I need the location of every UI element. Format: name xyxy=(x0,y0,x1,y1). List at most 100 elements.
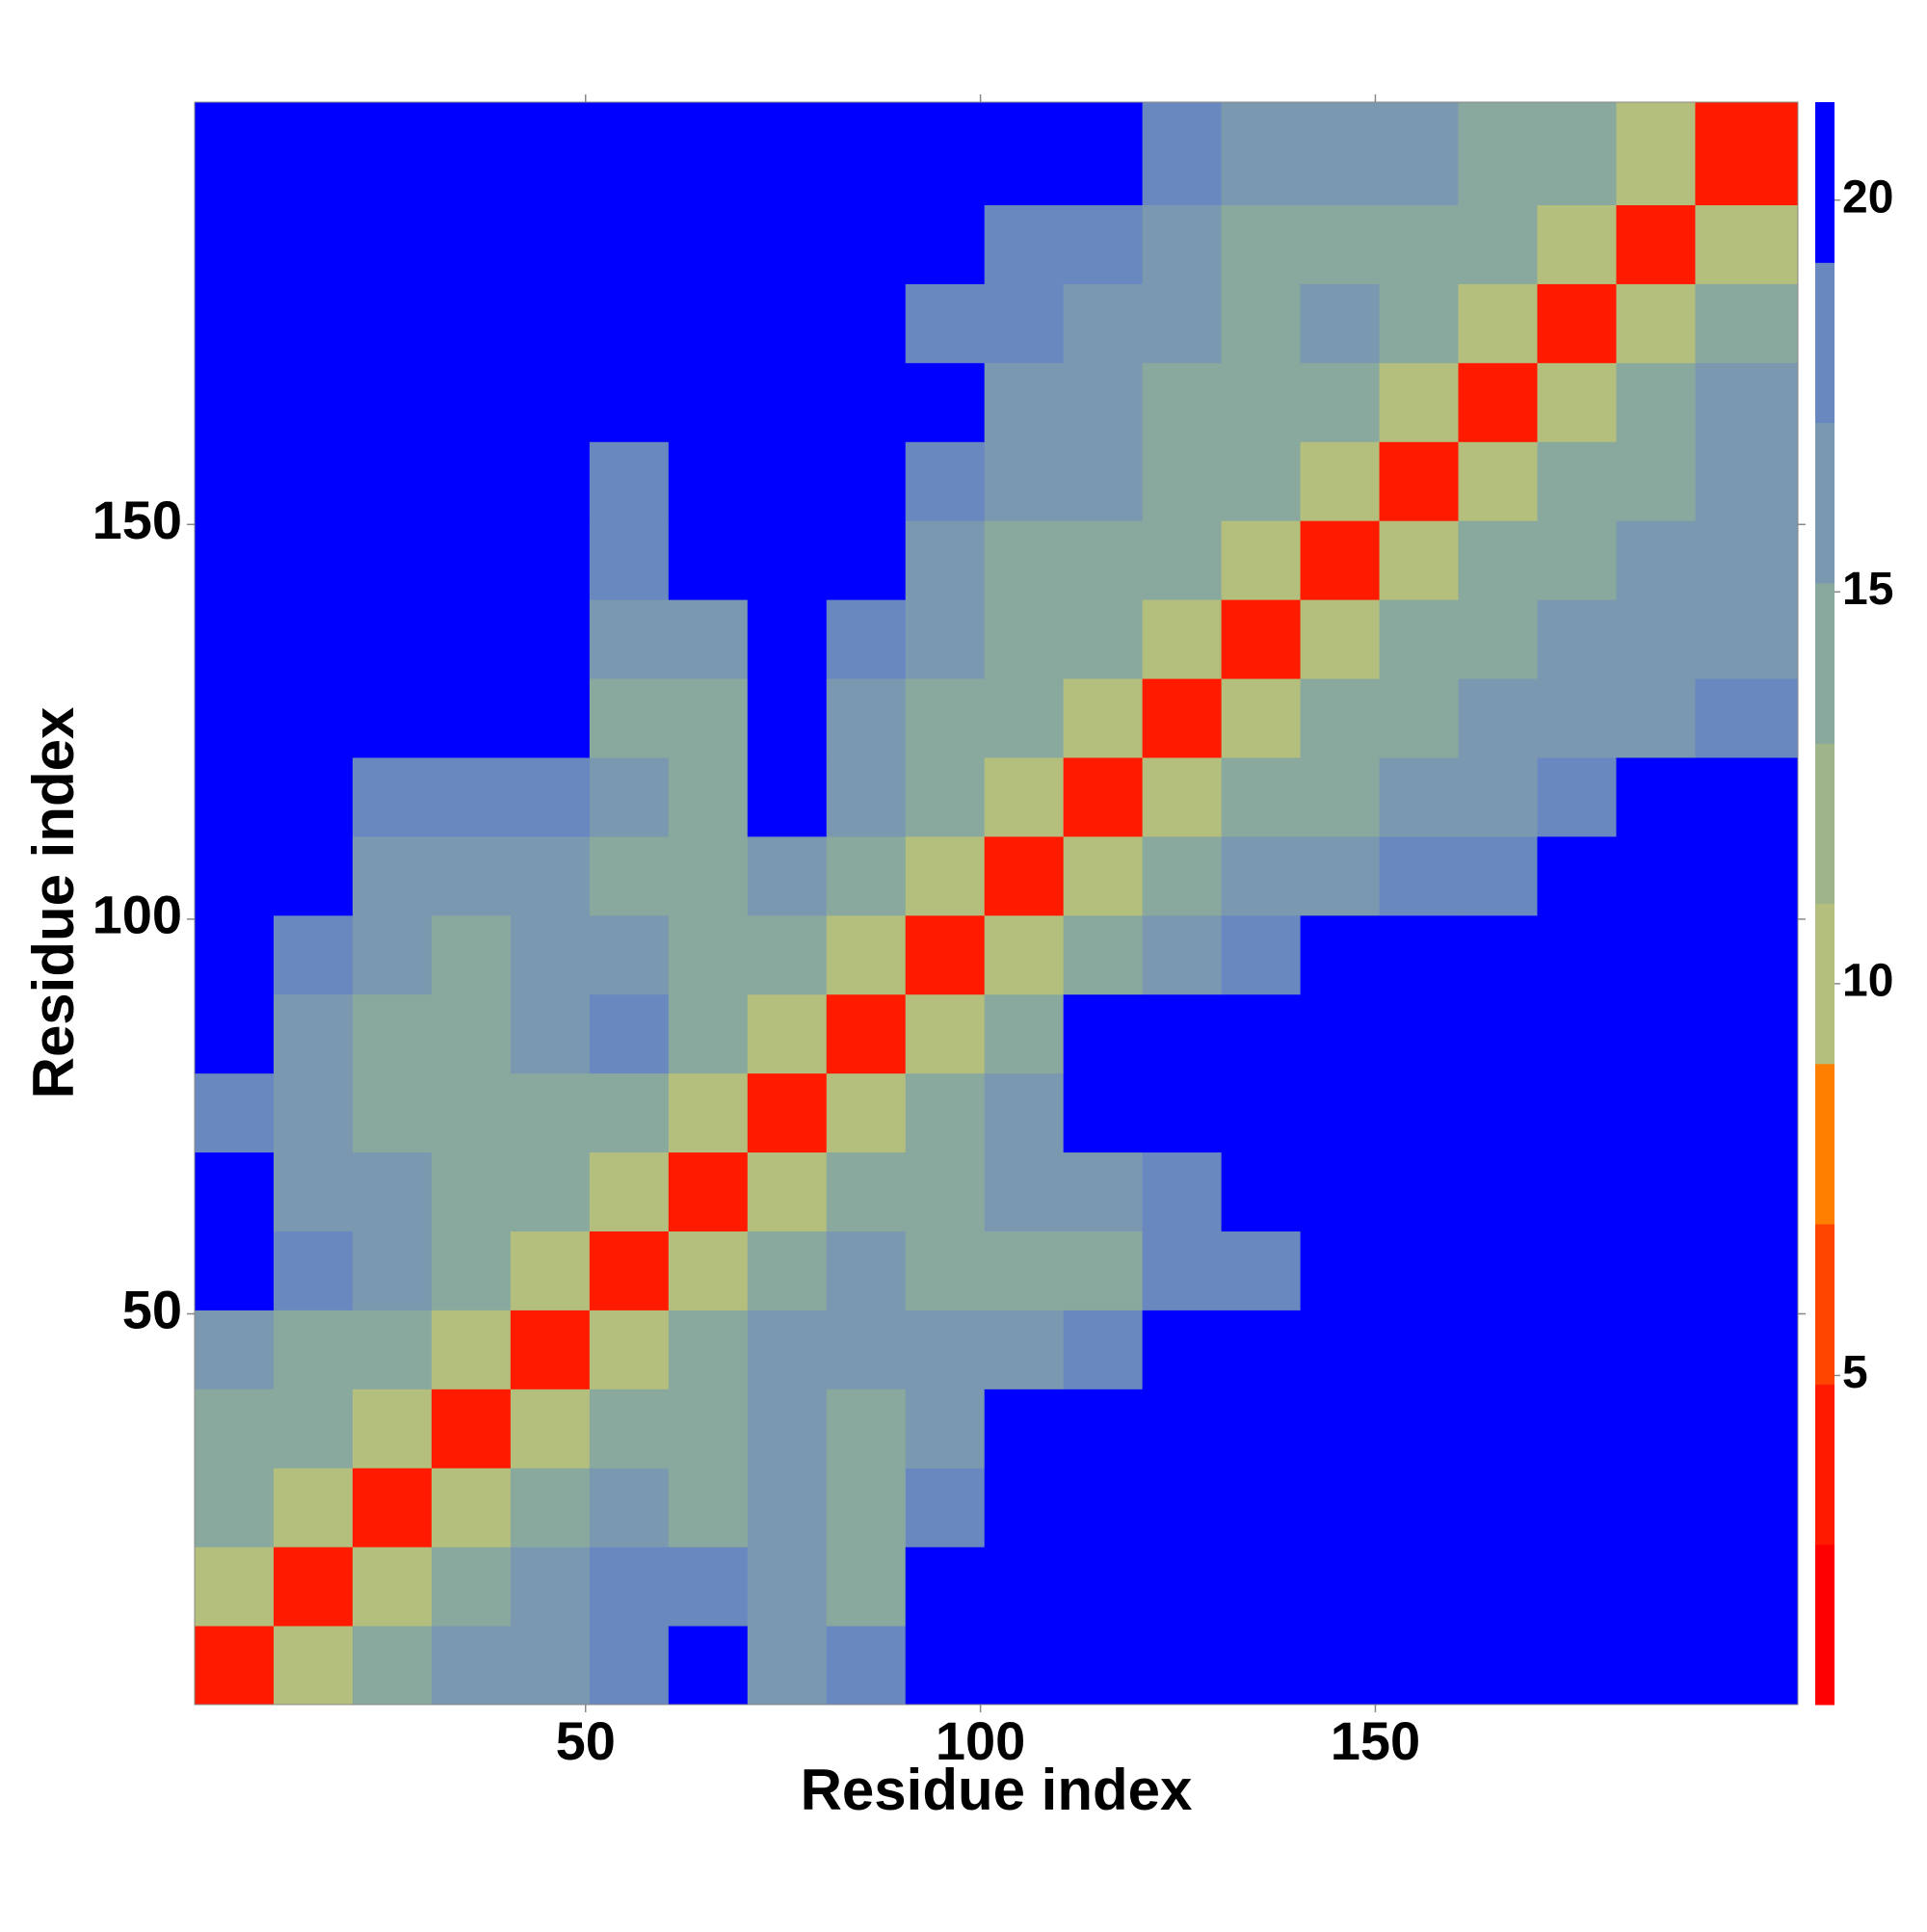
heatmap-cell xyxy=(352,678,433,758)
heatmap-cell xyxy=(352,520,433,600)
heatmap-cell xyxy=(668,362,749,442)
heatmap-cell xyxy=(905,1547,986,1627)
colorbar-segment xyxy=(1815,422,1835,584)
heatmap-cell xyxy=(1063,1231,1144,1310)
heatmap-cell xyxy=(1142,441,1223,521)
heatmap-cell xyxy=(1063,362,1144,442)
heatmap-cell xyxy=(747,362,828,442)
heatmap-cell xyxy=(1537,362,1617,442)
heatmap-cell xyxy=(510,835,591,916)
heatmap-cell xyxy=(1063,1626,1144,1706)
heatmap-cell xyxy=(1695,756,1799,837)
heatmap-cell xyxy=(1379,1310,1460,1389)
heatmap-cell xyxy=(1537,1231,1617,1310)
heatmap-cell xyxy=(352,599,433,679)
heatmap-cell xyxy=(273,204,354,284)
heatmap-cell xyxy=(510,362,591,442)
heatmap-cell xyxy=(747,678,828,758)
heatmap-cell xyxy=(1063,1468,1144,1548)
heatmap-cell xyxy=(273,993,354,1074)
heatmap-cell xyxy=(1379,678,1460,758)
heatmap-cell xyxy=(589,756,670,837)
heatmap-cell xyxy=(1379,283,1460,363)
heatmap-cell xyxy=(1616,520,1696,600)
heatmap-cell xyxy=(1300,1547,1381,1627)
heatmap-cell xyxy=(905,756,986,837)
heatmap-cell xyxy=(431,1072,512,1153)
heatmap-cell xyxy=(195,1547,275,1627)
heatmap-cell xyxy=(510,914,591,995)
heatmap-cell xyxy=(431,1310,512,1389)
heatmap-cell xyxy=(1537,835,1617,916)
heatmap-cell xyxy=(1221,1468,1302,1548)
heatmap-cell xyxy=(510,102,591,205)
heatmap-cell xyxy=(431,599,512,679)
heatmap-cell xyxy=(747,1231,828,1310)
heatmap-cell xyxy=(668,993,749,1074)
colorbar-segment xyxy=(1815,743,1835,904)
heatmap-cell xyxy=(431,1468,512,1548)
heatmap-cell xyxy=(1300,1389,1381,1469)
heatmap-cell xyxy=(195,599,275,679)
heatmap-cell xyxy=(1616,102,1696,205)
heatmap-cell xyxy=(826,283,907,363)
heatmap-cell xyxy=(668,1626,749,1706)
heatmap-cell xyxy=(905,599,986,679)
heatmap-cell xyxy=(1221,1072,1302,1153)
heatmap-cell xyxy=(1458,678,1538,758)
heatmap-cell xyxy=(668,756,749,837)
heatmap-cell xyxy=(905,362,986,442)
heatmap-cell xyxy=(1537,204,1617,284)
heatmap-cell xyxy=(431,1547,512,1627)
heatmap-cell xyxy=(826,1231,907,1310)
heatmap-cell xyxy=(1300,1151,1381,1231)
heatmap-cell xyxy=(1221,520,1302,600)
heatmap-cell xyxy=(1221,678,1302,758)
heatmap-cell xyxy=(273,599,354,679)
heatmap-cell xyxy=(668,1072,749,1153)
heatmap-cell xyxy=(1537,678,1617,758)
heatmap-cell xyxy=(1695,102,1799,205)
heatmap-cell xyxy=(1142,1072,1223,1153)
x-tick-label: 50 xyxy=(556,1710,616,1771)
heatmap-cell xyxy=(1300,835,1381,916)
heatmap-cell xyxy=(1300,1072,1381,1153)
heatmap-cell xyxy=(589,993,670,1074)
heatmap-cell xyxy=(352,1468,433,1548)
heatmap-cell xyxy=(1063,756,1144,837)
heatmap-cell xyxy=(668,1151,749,1231)
heatmap-cell xyxy=(1616,599,1696,679)
heatmap-cell xyxy=(1063,204,1144,284)
heatmap-cell xyxy=(1695,441,1799,521)
heatmap-cell xyxy=(1458,362,1538,442)
heatmap-cell xyxy=(905,914,986,995)
heatmap-cell xyxy=(826,1072,907,1153)
heatmap-cell xyxy=(984,1547,1065,1627)
heatmap-cell xyxy=(195,1468,275,1548)
heatmap-cell xyxy=(984,362,1065,442)
heatmap-cell xyxy=(1458,1626,1538,1706)
heatmap-cell xyxy=(905,1151,986,1231)
heatmap-cell xyxy=(195,283,275,363)
heatmap-cell xyxy=(1142,993,1223,1074)
heatmap-cell xyxy=(352,1389,433,1469)
heatmap-cell xyxy=(1221,283,1302,363)
heatmap-cell xyxy=(352,1626,433,1706)
heatmap-cell xyxy=(510,283,591,363)
colorbar-segment xyxy=(1815,903,1835,1065)
heatmap-cell xyxy=(195,993,275,1074)
heatmap-cell xyxy=(826,599,907,679)
heatmap-cell xyxy=(1458,1547,1538,1627)
heatmap-cell xyxy=(1537,599,1617,679)
heatmap-cell xyxy=(1063,835,1144,916)
heatmap-cell xyxy=(273,1626,354,1706)
heatmap-cell xyxy=(826,756,907,837)
heatmap-cell xyxy=(668,1468,749,1548)
heatmap-cell xyxy=(431,756,512,837)
heatmap-cell xyxy=(1300,1626,1381,1706)
heatmap-cell xyxy=(668,520,749,600)
heatmap-cell xyxy=(1300,520,1381,600)
heatmap-cell xyxy=(1063,520,1144,600)
heatmap-cell xyxy=(826,1547,907,1627)
heatmap-cell xyxy=(1695,1547,1799,1627)
